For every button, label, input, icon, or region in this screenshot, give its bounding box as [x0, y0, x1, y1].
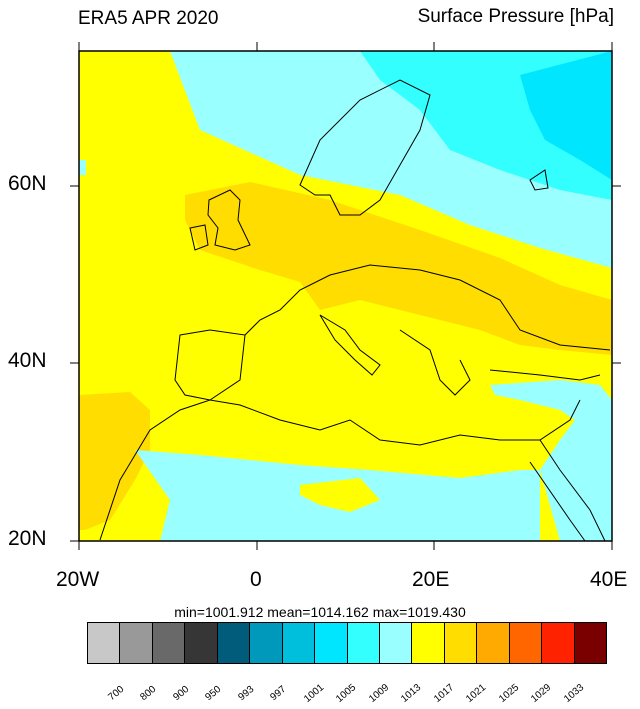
colorbar-cell [217, 623, 251, 663]
lat-label-20n: 20N [8, 527, 47, 550]
colorbar [87, 622, 607, 664]
colorbar-cell [88, 623, 121, 663]
southeast-low-region [490, 380, 612, 541]
colorbar-cell [120, 623, 153, 663]
west-low-spot [79, 160, 86, 175]
colorbar-cell [444, 623, 478, 663]
north-africa-coast [99, 399, 581, 541]
colorbar-cell [282, 623, 316, 663]
lat-label-60n: 60N [8, 172, 47, 195]
colorbar-cell [574, 623, 606, 663]
lat-label-40n: 40N [8, 349, 47, 372]
lon-label-40e: 40E [590, 568, 628, 591]
iberia-coast [174, 329, 246, 401]
colorbar-cell [250, 623, 283, 663]
turkey-coast [489, 369, 601, 381]
southwest-high-region [79, 392, 150, 530]
colorbar-cell [185, 623, 218, 663]
red-sea-coast [539, 439, 606, 542]
axis-ticks [70, 42, 621, 550]
baltic-island [529, 169, 549, 191]
scandinavia-coast [299, 79, 431, 216]
colorbar-cell [542, 623, 575, 663]
britain-coast [207, 189, 251, 251]
colorbar-cell [315, 623, 348, 663]
lon-label-20w: 20W [56, 568, 100, 591]
colorbar-cell [477, 623, 510, 663]
balkans-coast [399, 329, 471, 396]
lon-label-0: 0 [250, 568, 262, 591]
colorbar-cell [509, 623, 543, 663]
central-high-region [185, 182, 612, 355]
ireland-coast [189, 224, 209, 251]
stats-text: min=1001.912 mean=1014.162 max=1019.430 [174, 604, 466, 620]
colorbar-cell [412, 623, 445, 663]
lon-label-20e: 20E [412, 568, 450, 591]
variable-title: Surface Pressure [hPa] [417, 6, 614, 27]
sahara-high-spot [300, 478, 380, 512]
italy-coast [319, 314, 381, 376]
colorbar-cell [379, 623, 413, 663]
colorbar-cell [152, 623, 186, 663]
coastlines [99, 79, 611, 542]
colorbar-cell [347, 623, 380, 663]
pressure-field [79, 51, 612, 541]
nile-coast [529, 461, 586, 542]
southern-europe-coast [244, 264, 611, 351]
north-lowest-region [520, 51, 612, 180]
plot-frame [78, 50, 613, 542]
map-title: ERA5 APR 2020 [78, 8, 219, 29]
